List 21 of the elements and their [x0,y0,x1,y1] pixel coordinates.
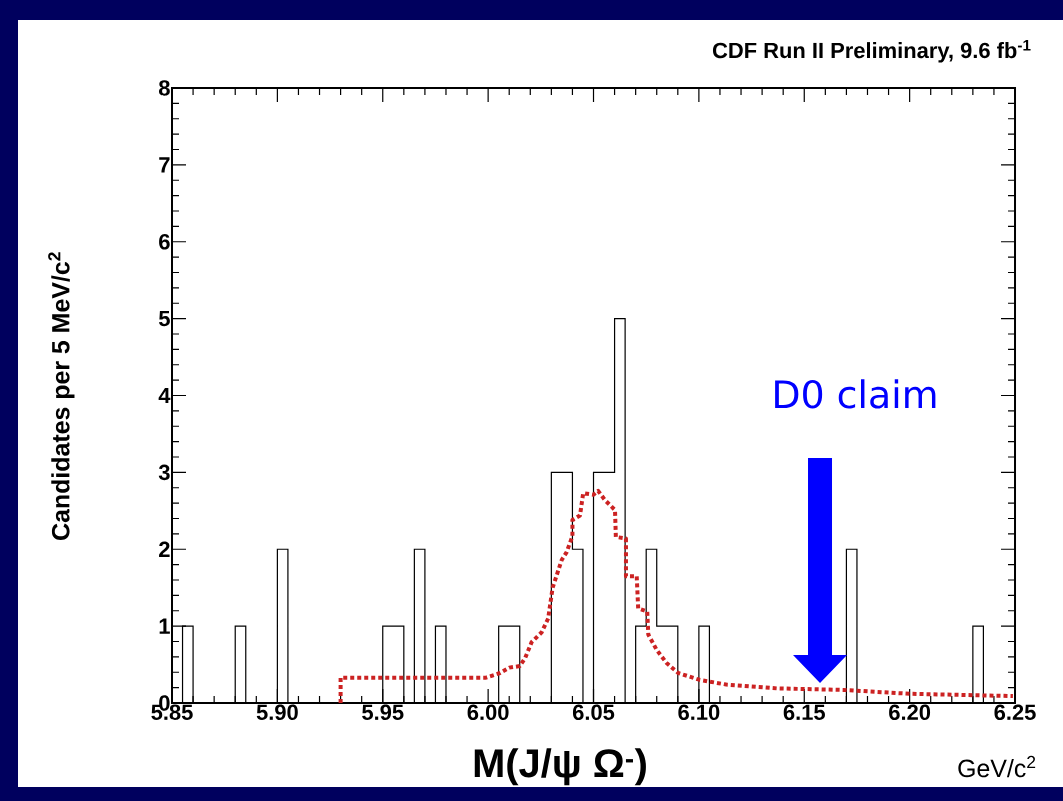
x-tick-label: 6.05 [572,704,615,721]
x-tick-label: 6.20 [889,704,931,721]
x-tick-label: 5.95 [362,704,404,721]
y-tick-label: 3 [158,464,170,481]
y-tick-label: 6 [159,233,170,250]
y-tick-label: 4 [158,387,171,404]
x-tick-label: 6.00 [467,704,509,721]
x-tick-label: 6.10 [678,704,720,721]
y-tick-label: 7 [159,157,170,173]
annotation: D0 claim [775,379,936,409]
x-tick-label: 6.25 [994,704,1036,721]
y-tick-label: 8 [159,80,170,96]
y-axis-title: Candidates per 5 MeV/c$^{2}$ [48,252,75,540]
y-tick-label: 5 [158,310,170,327]
x-tick-label: 5.90 [256,704,298,721]
x-axis-title: M(J/ψ Ω$^{-}$) [474,748,646,786]
y-tick-label: 1 [159,618,170,634]
chart-title: CDF Run II Preliminary, 9.6 fb$^{-1}$ [712,39,1031,63]
x-tick-label: 6.15 [783,704,825,721]
y-tick-label: 2 [159,541,170,557]
text: GeV/c$^{2}$ [958,755,1036,778]
